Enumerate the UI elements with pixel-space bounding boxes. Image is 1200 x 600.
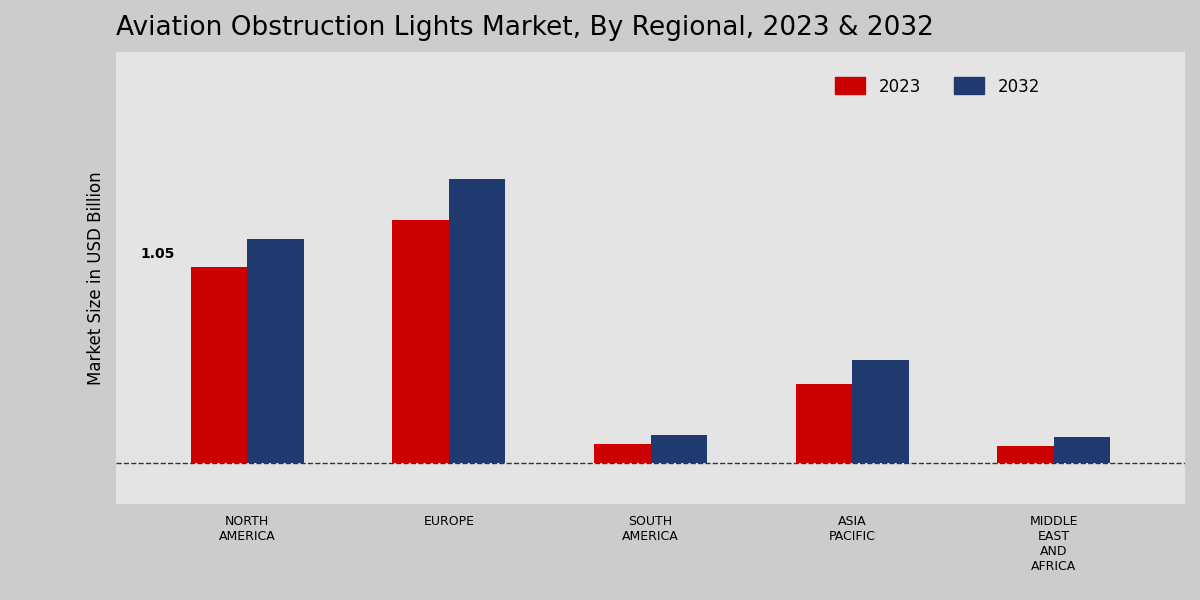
Bar — [191, 266, 247, 463]
Bar — [852, 360, 908, 463]
Bar — [594, 444, 650, 463]
Bar — [449, 179, 505, 463]
Bar — [796, 384, 852, 463]
Text: 1.05: 1.05 — [140, 247, 174, 261]
Bar — [1054, 437, 1110, 463]
Bar — [997, 446, 1054, 463]
Bar — [392, 220, 449, 463]
Text: Aviation Obstruction Lights Market, By Regional, 2023 & 2032: Aviation Obstruction Lights Market, By R… — [116, 15, 934, 41]
Bar — [247, 239, 304, 463]
Legend: 2023, 2032: 2023, 2032 — [827, 69, 1049, 104]
Y-axis label: Market Size in USD Billion: Market Size in USD Billion — [88, 171, 106, 385]
Bar — [650, 435, 707, 463]
